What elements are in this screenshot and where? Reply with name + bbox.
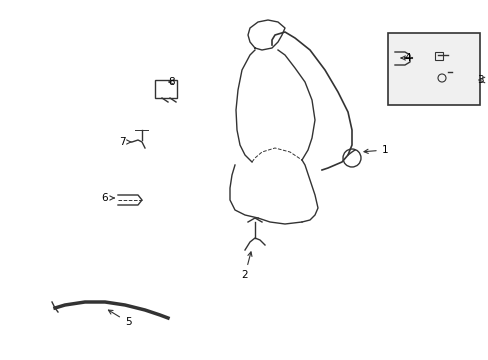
- Text: 4: 4: [400, 53, 410, 63]
- Text: 1: 1: [363, 145, 387, 155]
- Text: 6: 6: [102, 193, 114, 203]
- Bar: [387, 33, 479, 105]
- Text: 7: 7: [119, 137, 131, 147]
- Bar: [434, 52, 442, 60]
- Text: 5: 5: [108, 310, 131, 327]
- Text: 8: 8: [168, 77, 175, 87]
- Text: 2: 2: [241, 252, 251, 280]
- Text: 3: 3: [476, 75, 482, 85]
